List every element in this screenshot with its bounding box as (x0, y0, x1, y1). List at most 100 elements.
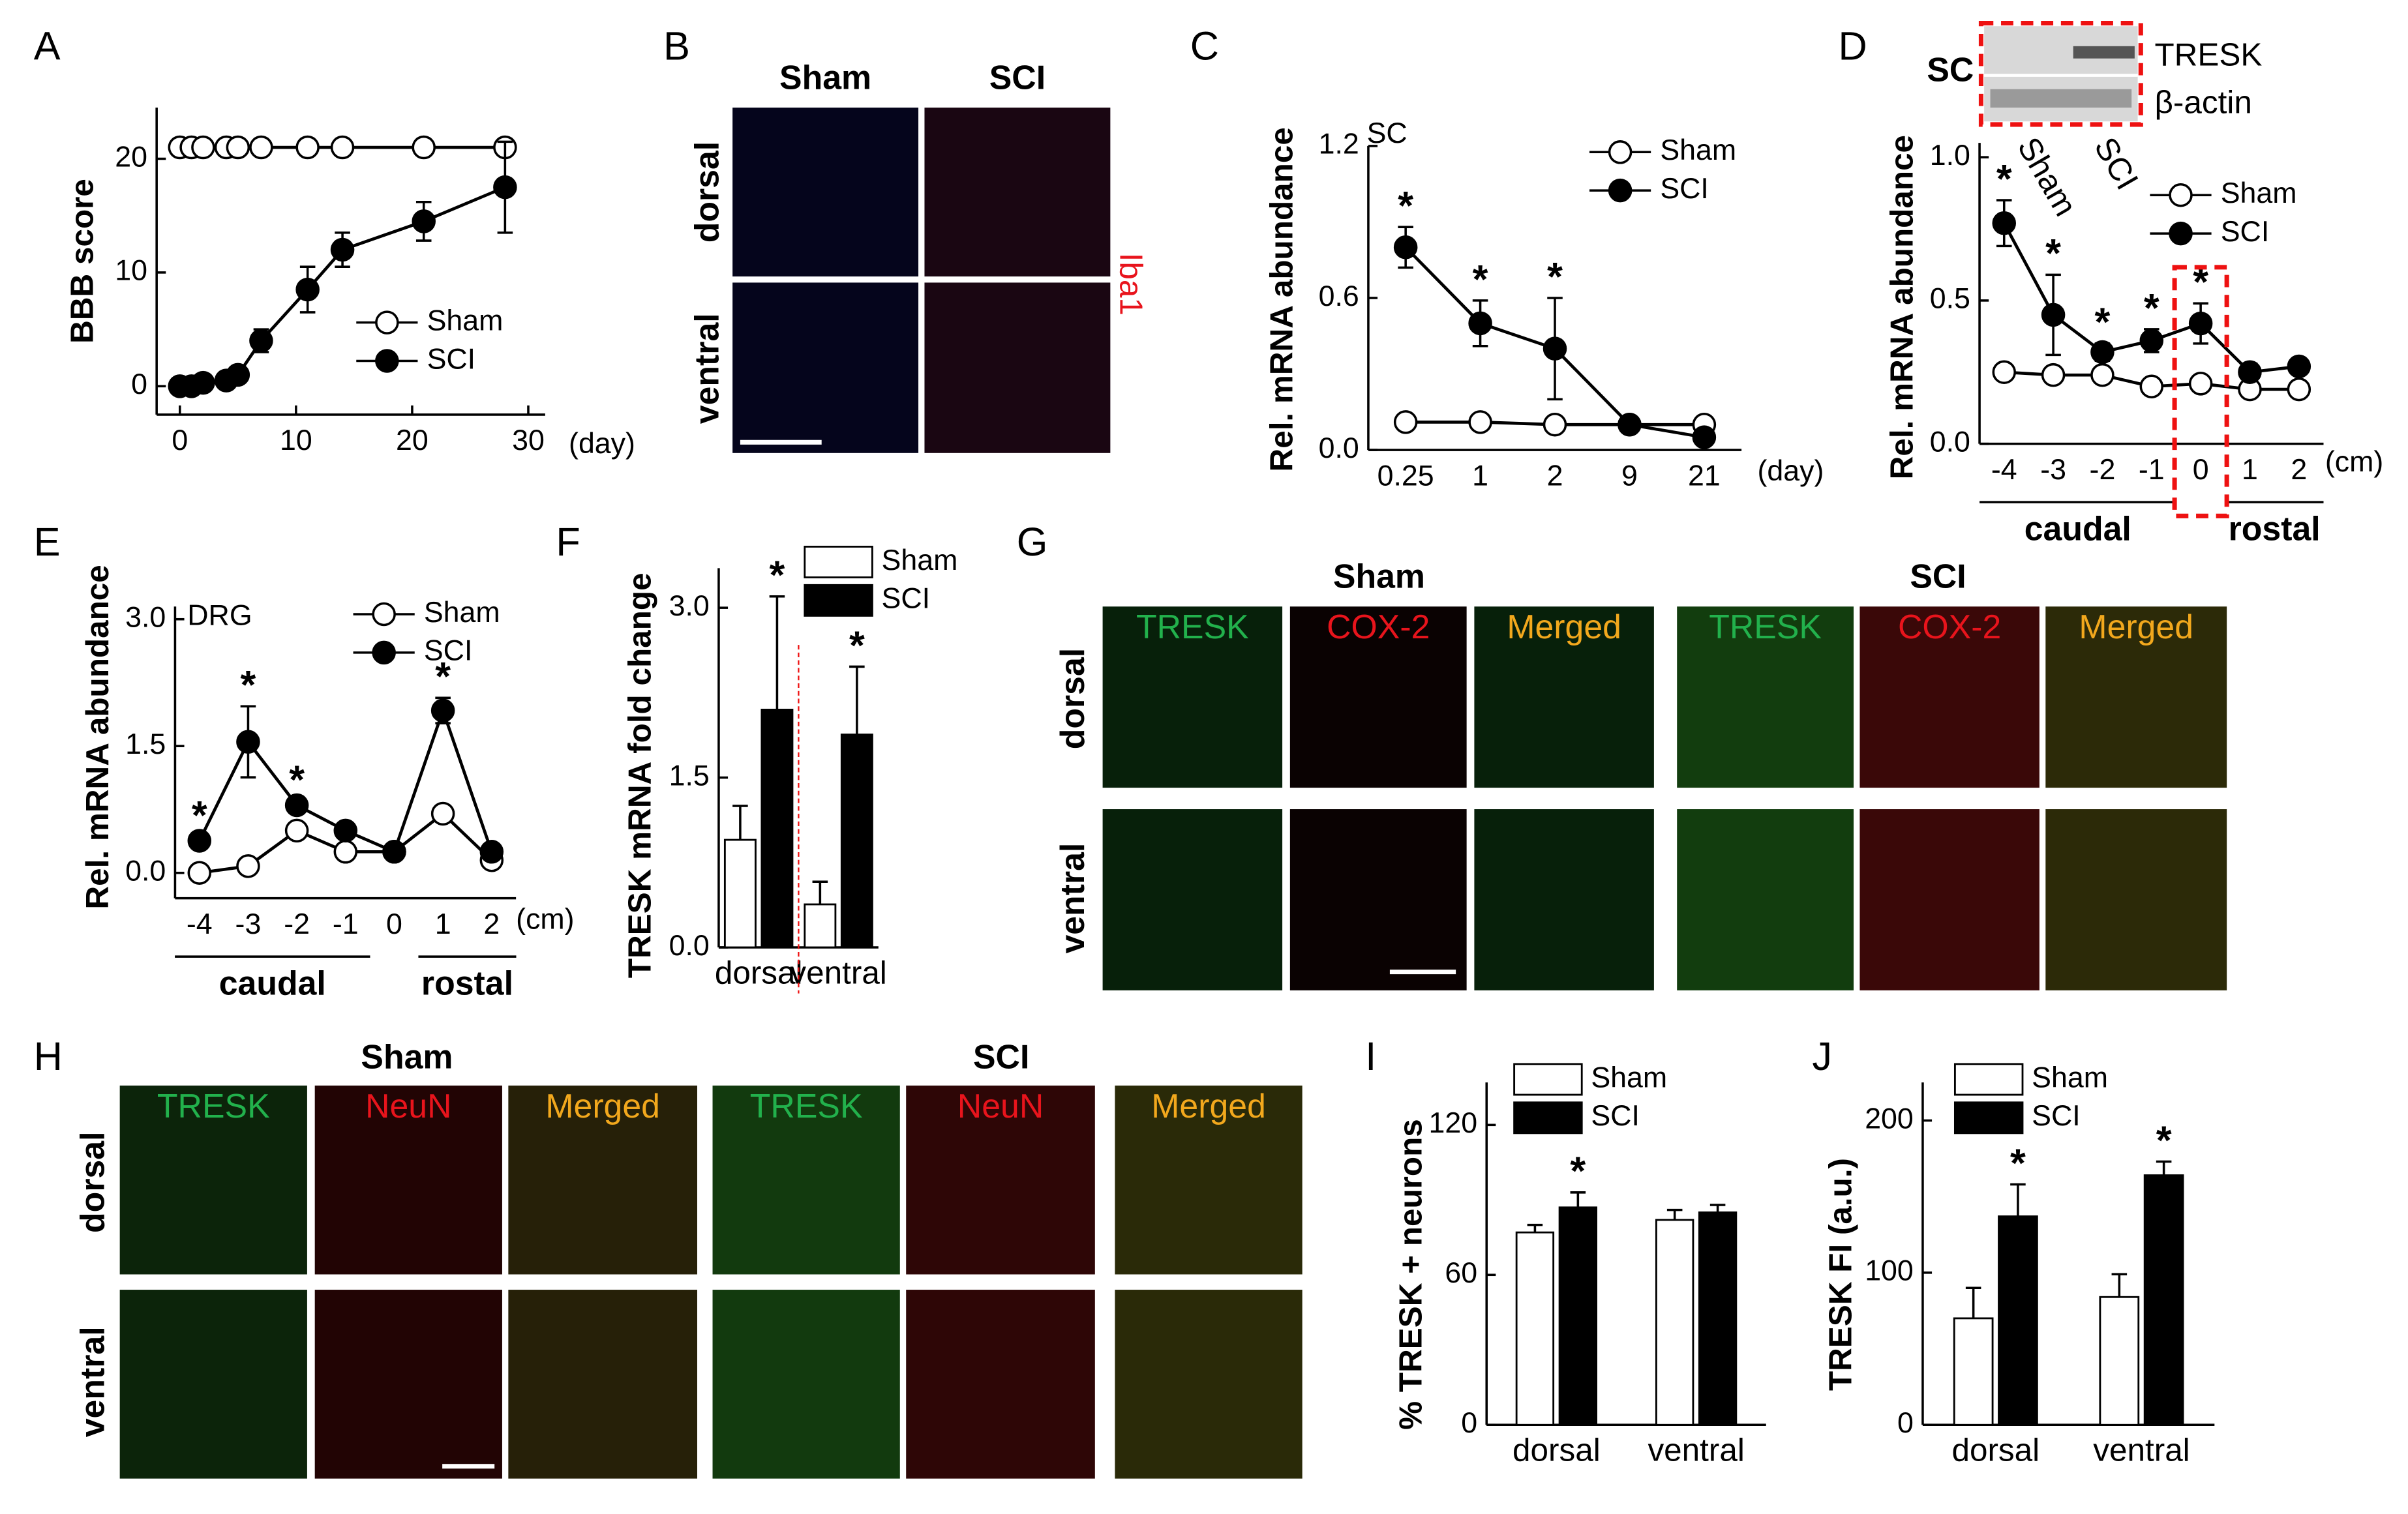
y-tick-label: 10 (115, 255, 147, 287)
micrograph (906, 1085, 1095, 1275)
panel-letter: B (663, 24, 690, 68)
marker (2188, 372, 2213, 396)
marker (2090, 340, 2115, 364)
group-label: SCI (973, 1038, 1029, 1076)
legend-marker (1608, 178, 1633, 203)
row-label: ventral (688, 313, 726, 424)
marker (191, 135, 215, 160)
legend-label: Sham (2032, 1061, 2108, 1093)
error-bar (769, 595, 785, 710)
bar (760, 708, 794, 949)
x-tick-label: 21 (1688, 460, 1721, 492)
legend-label: SCI (427, 343, 476, 375)
significance: * (2144, 286, 2160, 330)
micrograph (1115, 1085, 1302, 1275)
y-tick-label: 0.0 (1930, 426, 1970, 458)
group-label: SCI (1910, 557, 1966, 595)
bar (804, 903, 837, 949)
significance: * (770, 553, 785, 597)
marker (2090, 363, 2115, 387)
panel-letter: I (1365, 1034, 1376, 1078)
panel-letter: C (1190, 24, 1219, 68)
marker (249, 329, 273, 353)
x-tick-label: -4 (1991, 454, 2017, 486)
legend-label: SCI (2221, 216, 2270, 248)
error-bar (732, 805, 748, 840)
marker (187, 829, 212, 853)
marker (2139, 329, 2164, 353)
panel-letter: G (1017, 520, 1048, 564)
x-tick-label: -3 (235, 908, 262, 940)
highlight-box (2172, 265, 2229, 518)
x-unit: (day) (1758, 455, 1824, 487)
y-tick-label: 0.0 (125, 855, 166, 887)
micrograph (314, 1290, 502, 1479)
panel-letter: H (34, 1034, 63, 1078)
blot-band-label: TRESK (2154, 37, 2262, 72)
significance: * (1996, 156, 2012, 201)
significance: * (192, 793, 207, 837)
row-label: dorsal (74, 1131, 112, 1232)
y-tick-label: 1.5 (125, 728, 166, 760)
bar (723, 839, 757, 949)
y-tick-label: 0 (131, 368, 147, 400)
marker (2287, 377, 2311, 402)
legend-label: Sham (1660, 134, 1736, 166)
micrograph (924, 108, 1111, 277)
micrograph (1859, 809, 2039, 990)
legend-swatch (804, 546, 873, 578)
micrograph (119, 1085, 307, 1275)
significance: * (2095, 300, 2111, 344)
y-axis-label: Rel. mRNA abundance (1264, 127, 1300, 471)
marker (284, 818, 309, 843)
marker (1618, 412, 1642, 437)
marker (295, 135, 320, 160)
legend-swatch (1513, 1063, 1583, 1096)
legend-label: SCI (882, 583, 931, 615)
x-tick-label: ventral (2093, 1432, 2190, 1468)
x-tick-label: 2 (2291, 454, 2307, 486)
micrograph (924, 282, 1111, 453)
x-tick-label: 1 (435, 908, 451, 940)
group-label: Sham (1333, 557, 1425, 595)
channel-label: COX-2 (1327, 608, 1430, 646)
bar (1698, 1211, 1738, 1426)
marker (1543, 336, 1567, 361)
legend-label: Sham (1591, 1061, 1667, 1093)
channel-label: Merged (545, 1087, 660, 1125)
channel-label: TRESK (1709, 608, 1822, 646)
legend-label: Sham (882, 544, 958, 576)
legend-label: Sham (2221, 177, 2297, 209)
marker (295, 277, 320, 302)
marker (330, 135, 355, 160)
y-tick-label: 0.0 (669, 930, 710, 962)
micrograph (1677, 809, 1854, 990)
marker (430, 698, 455, 722)
micrograph (1115, 1290, 1302, 1479)
bar (1515, 1231, 1555, 1426)
significance: * (849, 623, 865, 667)
marker (330, 237, 355, 262)
significance: * (1473, 257, 1488, 301)
channel-label: Merged (2079, 608, 2193, 646)
error-bar (1570, 1191, 1586, 1208)
row-label: ventral (1053, 843, 1091, 954)
error-bar (2010, 1183, 2026, 1217)
y-tick-label: 60 (1445, 1257, 1477, 1289)
x-unit: (cm) (516, 904, 574, 936)
legend-swatch (1513, 1101, 1583, 1135)
x-unit: (day) (569, 428, 635, 460)
x-tick-label: 2 (483, 908, 500, 940)
error-bar (812, 880, 828, 904)
significance: * (289, 757, 305, 801)
significance: * (2010, 1140, 2026, 1185)
y-tick-label: 120 (1428, 1107, 1477, 1139)
micrograph (314, 1085, 502, 1275)
significance: * (1547, 254, 1563, 299)
group-label: Sham (361, 1038, 453, 1076)
stain-label: Iba1 (1113, 253, 1149, 316)
y-axis-label: TRESK mRNA fold change (622, 572, 657, 978)
y-tick-label: 1.0 (1930, 140, 1970, 171)
